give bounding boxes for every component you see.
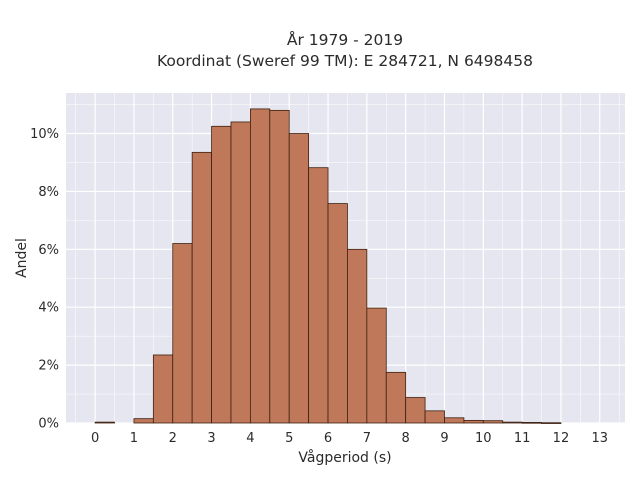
histogram-bar	[230, 121, 251, 424]
x-tick-labels: 0 1 2 3 4 5 6 7 8 9 10 11 12 13	[91, 431, 608, 446]
y-tick-label: 8%	[38, 185, 59, 200]
x-tick-label: 12	[553, 431, 570, 446]
x-tick-label: 11	[514, 431, 531, 446]
histogram-bar	[288, 133, 310, 424]
y-tick-label: 10%	[30, 127, 59, 142]
y-tick-label: 0%	[38, 417, 59, 432]
histogram-bar	[308, 167, 329, 424]
histogram-bar	[405, 397, 426, 424]
histogram-bar	[152, 354, 174, 424]
x-tick-label: 13	[591, 431, 608, 446]
y-tick-label: 2%	[38, 359, 59, 374]
bars	[94, 108, 562, 424]
histogram-bar	[541, 422, 562, 424]
histogram-bar	[94, 421, 115, 424]
chart-title-line-2: Koordinat (Sweref 99 TM): E 284721, N 64…	[157, 52, 533, 70]
histogram-bar	[482, 420, 504, 424]
histogram-bar	[463, 419, 484, 424]
y-tick-labels: 0% 2% 4% 6% 8% 10%	[30, 127, 59, 431]
histogram-bar	[347, 248, 368, 424]
histogram-bar	[327, 203, 348, 424]
histogram-bar	[191, 151, 212, 424]
histogram-bar	[133, 418, 154, 424]
x-tick-label: 5	[285, 431, 293, 446]
x-axis-label: Vågperiod (s)	[298, 449, 391, 466]
x-tick-label: 10	[475, 431, 492, 446]
y-tick-label: 6%	[38, 243, 59, 258]
histogram-bar	[521, 422, 542, 424]
x-tick-label: 4	[246, 431, 254, 446]
histogram-bar	[385, 371, 407, 424]
y-axis-label: Andel	[14, 238, 30, 278]
histogram-bar	[502, 421, 523, 424]
x-tick-label: 3	[207, 431, 215, 446]
histogram-bar	[249, 108, 271, 424]
x-tick-label: 6	[324, 431, 332, 446]
x-tick-label: 0	[91, 431, 99, 446]
x-tick-label: 8	[402, 431, 410, 446]
histogram-bar	[366, 307, 387, 424]
histogram-bar	[424, 410, 445, 424]
x-tick-label: 9	[440, 431, 448, 446]
chart-title-line-1: År 1979 - 2019	[287, 30, 403, 49]
x-tick-label: 1	[130, 431, 138, 446]
histogram-bar	[172, 243, 193, 424]
y-tick-label: 4%	[38, 301, 59, 316]
x-tick-label: 7	[363, 431, 371, 446]
histogram-bar	[211, 125, 232, 424]
x-tick-label: 2	[169, 431, 177, 446]
histogram-bar	[444, 417, 465, 424]
histogram-bar	[269, 109, 290, 424]
